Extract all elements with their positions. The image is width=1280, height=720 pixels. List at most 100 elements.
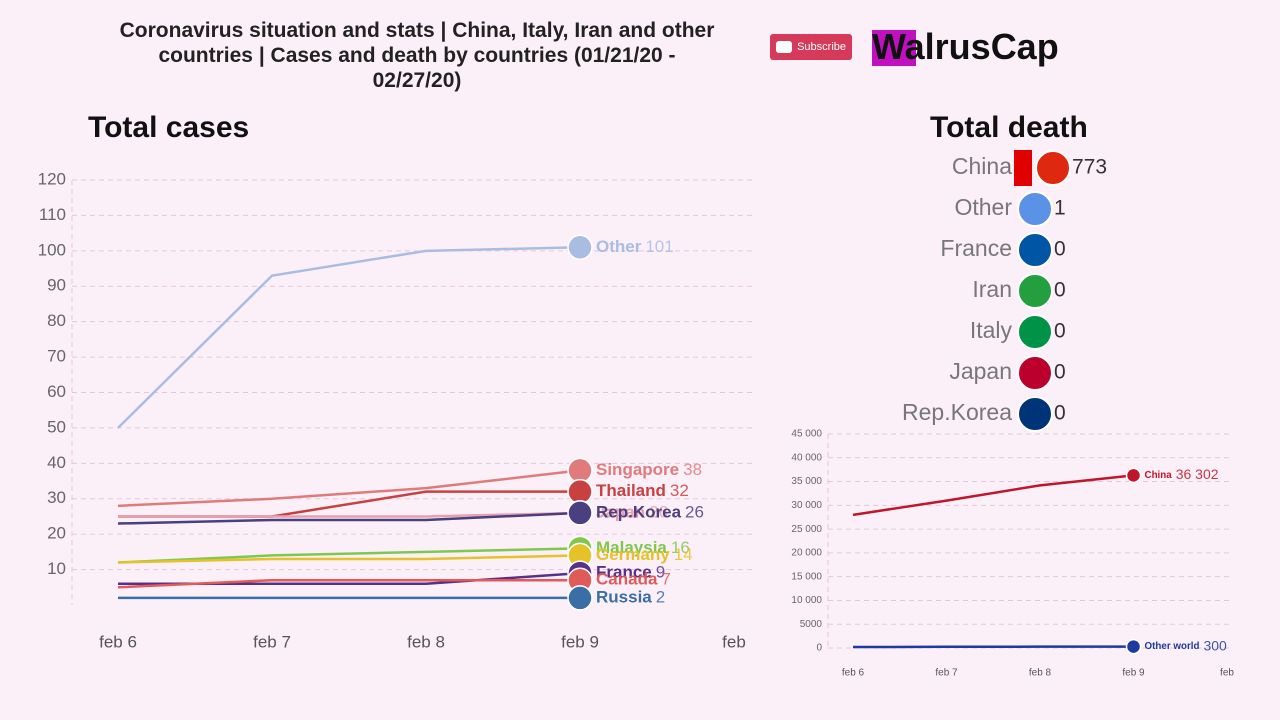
value-label: 26 [649,502,668,521]
flag [1017,273,1053,309]
series-line [117,511,581,525]
bar [1014,150,1032,186]
x-tick-label: feb 9 [561,632,599,651]
y-tick-label: 90 [47,276,66,295]
series-line [117,578,580,589]
y-tick-label: 70 [47,347,66,366]
row-label: Italy [970,317,1013,343]
x-tick-label: feb 8 [1029,668,1052,679]
series-label: Japan [596,502,645,521]
row-label: Japan [949,358,1012,384]
series-line [852,474,1134,517]
x-tick-label: feb 9 [1122,668,1145,679]
chart-title: Total cases [88,111,249,144]
x-tick-label: feb [722,632,746,651]
x-tick-label: feb 6 [99,632,137,651]
y-tick-label: 110 [39,205,66,224]
value-label: 0 [1054,320,1066,343]
end-marker [1125,467,1142,484]
series-label: France [596,563,652,582]
series-label: Canada [596,570,658,589]
value-label: 2 [656,587,665,606]
series-line [117,469,581,508]
x-tick-label: feb [1220,668,1234,679]
x-tick-label: feb 8 [407,632,445,651]
x-tick-label: feb 7 [253,632,291,651]
value-label: 16 [671,538,690,557]
y-tick-label: 10 000 [791,595,822,606]
flag [1017,314,1053,350]
row-label: France [940,235,1012,261]
end-marker [567,478,593,505]
series-label: Rep.Korea [596,502,682,521]
value-label: 0 [1054,279,1066,302]
series-label: Thailand [596,481,666,500]
brand: WalrusCap [872,26,1059,67]
y-tick-label: 20 [47,524,66,543]
end-marker [1125,638,1142,655]
value-label: 0 [1054,361,1066,384]
chart-title: Total death [930,111,1088,144]
y-tick-label: 30 [47,488,66,507]
end-marker [567,585,593,611]
series-label: Russia [596,587,652,606]
value-label: 101 [645,237,673,256]
value-label: 38 [683,460,702,479]
end-marker [567,234,593,261]
y-tick-label: 100 [38,240,66,259]
value-label: 1 [1054,197,1066,220]
y-tick-label: 120 [38,169,66,188]
y-tick-label: 50 [47,417,66,436]
y-tick-label: 45 000 [791,429,822,440]
y-tick-label: 25 000 [791,524,822,535]
value-label: 36 302 [1176,466,1219,482]
value-label: 32 [670,481,689,500]
row-label: Iran [972,276,1012,302]
series-label: Singapore [596,460,679,479]
x-tick-label: feb 7 [935,668,958,679]
flag [1017,396,1053,432]
value-label: 0 [1054,402,1066,425]
y-tick-label: 15 000 [791,571,822,582]
y-tick-label: 0 [816,643,822,654]
series-line [118,571,581,585]
value-label: 773 [1072,156,1107,179]
series-line [117,554,581,564]
page-title: Coronavirus situation and stats | China,… [119,19,715,92]
value-label: 7 [661,570,670,589]
end-marker [567,457,593,484]
value-label: 0 [1054,238,1066,261]
y-tick-label: 30 000 [791,500,822,511]
y-tick-label: 20 000 [791,548,822,559]
value-label: 300 [1203,637,1227,653]
series-line [117,547,581,564]
flag [1017,232,1053,268]
value-label: 14 [674,545,693,564]
y-tick-label: 35 000 [791,476,822,487]
series-line [118,490,580,518]
flag [1017,355,1053,391]
x-tick-label: feb 6 [842,668,865,679]
flag [1017,191,1054,227]
y-tick-label: 40 [47,453,66,472]
series-label: Other [596,237,642,256]
series-label: Other world [1145,641,1200,652]
value-label: 9 [656,563,665,582]
series-line [117,246,581,429]
y-tick-label: 80 [47,311,66,330]
subscribe-button[interactable]: Subscribe [770,34,852,60]
y-tick-label: 5000 [800,619,823,630]
row-label: Other [954,194,1012,220]
y-tick-label: 60 [47,382,66,401]
series-line [118,511,581,518]
series-label: China [1145,470,1173,481]
value-label: 26 [685,502,704,521]
y-tick-label: 40 000 [791,452,822,463]
series-label: Germany [596,545,670,564]
y-tick-label: 10 [47,559,66,578]
end-marker [567,500,593,526]
series-label: Malaysia [596,538,667,557]
row-label: Rep.Korea [902,399,1012,425]
